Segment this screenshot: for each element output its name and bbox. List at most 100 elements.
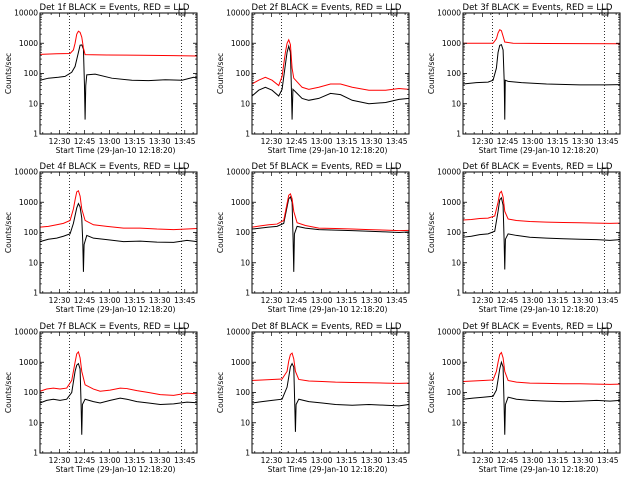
y-tick-label: 1000	[231, 39, 250, 48]
y-tick-label: 100	[236, 228, 251, 237]
x-axis-label: Start Time (29-Jan-10 12:18:20)	[479, 465, 599, 474]
plot-frame	[251, 171, 410, 294]
y-tick-label: 10000	[14, 328, 38, 337]
legend-box-marker	[390, 327, 398, 335]
legend-box-marker	[178, 8, 186, 16]
events-series-line	[39, 362, 198, 435]
y-tick-label: 10000	[437, 168, 461, 177]
plot-frame	[251, 331, 410, 454]
lld-series-line	[251, 352, 410, 384]
x-tick-label: 12:30	[261, 137, 283, 146]
x-tick-label: 13:00	[311, 137, 333, 146]
detector-panel-9: Det 9f BLACK = Events, RED = LLD 1 10 100 10…	[427, 322, 621, 474]
y-tick-label: 1	[245, 289, 250, 298]
detector-panel-2: Det 2f BLACK = Events, RED = LLD 1 10 100 10…	[216, 3, 410, 155]
events-series-line	[251, 362, 410, 432]
events-series-line	[251, 44, 410, 120]
panel-title: Det 7f BLACK = Events, RED = LLD	[40, 322, 190, 332]
x-tick-label: 13:00	[99, 137, 121, 146]
y-tick-label: 100	[236, 388, 251, 397]
x-tick-label: 12:30	[49, 456, 71, 465]
y-tick-label: 1	[456, 289, 461, 298]
x-tick-label: 13:00	[311, 456, 333, 465]
x-tick-label: 12:30	[49, 137, 71, 146]
x-tick-label: 13:00	[522, 456, 544, 465]
y-tick-label: 10000	[14, 9, 38, 18]
x-tick-label: 13:15	[124, 296, 146, 305]
detector-panel-8: Det 8f BLACK = Events, RED = LLD 1 10 100 10…	[216, 322, 410, 474]
y-axis-label: Counts/sec	[4, 53, 13, 94]
x-tick-label: 13:15	[336, 296, 358, 305]
y-tick-label: 100	[24, 69, 39, 78]
y-tick-label: 100	[24, 388, 39, 397]
plot-frame	[39, 12, 198, 135]
events-series-line	[39, 44, 198, 120]
y-tick-label: 100	[236, 69, 251, 78]
x-axis-label: Start Time (29-Jan-10 12:18:20)	[56, 305, 176, 314]
x-tick-label: 12:30	[472, 296, 494, 305]
x-tick-label: 12:45	[497, 296, 519, 305]
x-tick-label: 13:15	[336, 456, 358, 465]
x-tick-label: 13:00	[99, 456, 121, 465]
y-tick-label: 1000	[19, 39, 38, 48]
x-tick-label: 13:15	[547, 137, 569, 146]
x-tick-label: 12:45	[497, 137, 519, 146]
x-axis-label: Start Time (29-Jan-10 12:18:20)	[56, 465, 176, 474]
panel-title: Det 3f BLACK = Events, RED = LLD	[463, 3, 613, 13]
plot-frame	[462, 171, 621, 294]
y-tick-label: 1000	[19, 198, 38, 207]
x-tick-label: 12:30	[261, 296, 283, 305]
x-axis-label: Start Time (29-Jan-10 12:18:20)	[268, 146, 388, 155]
y-tick-label: 10000	[437, 328, 461, 337]
panel-title: Det 6f BLACK = Events, RED = LLD	[463, 162, 613, 172]
legend-box-marker	[390, 8, 398, 16]
y-axis-label: Counts/sec	[4, 372, 13, 413]
events-series-line	[462, 196, 621, 270]
x-tick-label: 12:45	[286, 456, 308, 465]
detector-panel-3: Det 3f BLACK = Events, RED = LLD 1 10 100 10…	[427, 3, 621, 155]
events-series-line	[39, 202, 198, 272]
y-tick-label: 100	[447, 228, 462, 237]
panel-title: Det 1f BLACK = Events, RED = LLD	[40, 3, 190, 13]
y-tick-label: 100	[24, 228, 39, 237]
events-series-line	[462, 360, 621, 435]
detector-panel-7: Det 7f BLACK = Events, RED = LLD 1 10 100 10…	[4, 322, 198, 474]
x-tick-label: 12:45	[74, 296, 96, 305]
x-tick-label: 13:30	[572, 456, 594, 465]
x-tick-label: 13:45	[386, 137, 408, 146]
y-tick-label: 1000	[231, 198, 250, 207]
y-tick-label: 100	[447, 388, 462, 397]
y-tick-label: 100	[447, 69, 462, 78]
detector-panel-4: Det 4f BLACK = Events, RED = LLD 1 10 100 10…	[4, 162, 198, 314]
x-tick-label: 13:30	[361, 137, 383, 146]
x-axis-label: Start Time (29-Jan-10 12:18:20)	[479, 146, 599, 155]
x-tick-label: 13:45	[386, 296, 408, 305]
plot-frame	[251, 12, 410, 135]
y-axis-label: Counts/sec	[427, 53, 436, 94]
panel-title: Det 2f BLACK = Events, RED = LLD	[252, 3, 402, 13]
y-tick-label: 1000	[231, 358, 250, 367]
x-tick-label: 12:45	[74, 137, 96, 146]
y-axis-label: Counts/sec	[427, 372, 436, 413]
panel-title: Det 5f BLACK = Events, RED = LLD	[252, 162, 402, 172]
x-axis-label: Start Time (29-Jan-10 12:18:20)	[268, 465, 388, 474]
y-axis-label: Counts/sec	[427, 212, 436, 253]
legend-box-marker	[601, 167, 609, 175]
x-axis-label: Start Time (29-Jan-10 12:18:20)	[56, 146, 176, 155]
x-tick-label: 13:30	[149, 137, 171, 146]
events-series-line	[462, 43, 621, 120]
lld-series-line	[463, 29, 621, 45]
y-tick-label: 10	[240, 418, 250, 427]
x-tick-label: 13:45	[174, 296, 196, 305]
lld-series-line	[39, 30, 198, 57]
y-tick-label: 10000	[226, 9, 250, 18]
y-axis-label: Counts/sec	[4, 212, 13, 253]
x-tick-label: 13:30	[572, 296, 594, 305]
legend-box-marker	[178, 167, 186, 175]
y-tick-label: 1000	[442, 358, 461, 367]
y-tick-label: 10000	[437, 9, 461, 18]
lld-series-line	[462, 351, 621, 385]
y-tick-label: 1000	[442, 198, 461, 207]
y-tick-label: 1000	[19, 358, 38, 367]
x-tick-label: 13:30	[361, 456, 383, 465]
